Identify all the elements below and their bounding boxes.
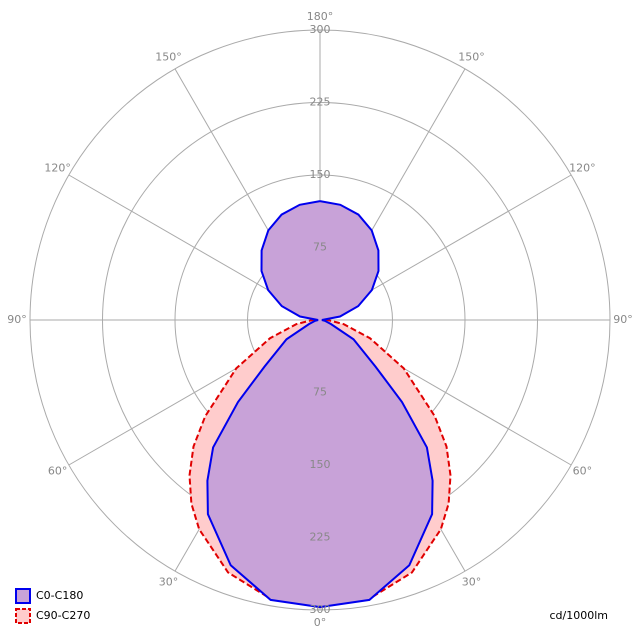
legend-label: C90-C270 [36, 609, 90, 622]
angle-tick-label: 30° [159, 575, 179, 588]
angle-tick-label: 0° [314, 616, 327, 629]
angle-tick-label: 150° [155, 51, 182, 64]
angle-tick-label: 60° [48, 465, 68, 478]
r-tick-label: 300 [310, 23, 331, 36]
r-tick-label: 225 [310, 96, 331, 109]
series-fill [207, 201, 433, 608]
r-tick-label: 75 [313, 241, 327, 254]
angle-tick-label: 90° [7, 313, 27, 326]
angle-tick-label: 120° [569, 162, 596, 175]
r-tick-label: 300 [310, 603, 331, 616]
angle-tick-label: 150° [458, 51, 485, 64]
grid-ring [29, 29, 611, 611]
series-line [206, 200, 321, 609]
legend-swatch [15, 608, 31, 624]
series-line [319, 200, 434, 609]
angle-tick-label: 60° [573, 465, 593, 478]
angle-tick-label: 90° [613, 313, 633, 326]
r-tick-label: 75 [313, 386, 327, 399]
angle-tick-label: 180° [307, 10, 334, 23]
angle-tick-label: 120° [44, 162, 71, 175]
series-line [319, 319, 452, 609]
unit-label: cd/1000lm [549, 609, 608, 622]
legend-swatch [15, 588, 31, 604]
r-tick-label: 150 [310, 458, 331, 471]
angle-tick-label: 30° [462, 575, 482, 588]
series-line [188, 319, 321, 609]
legend-label: C0-C180 [36, 589, 83, 602]
r-tick-label: 150 [310, 168, 331, 181]
r-tick-label: 225 [310, 531, 331, 544]
